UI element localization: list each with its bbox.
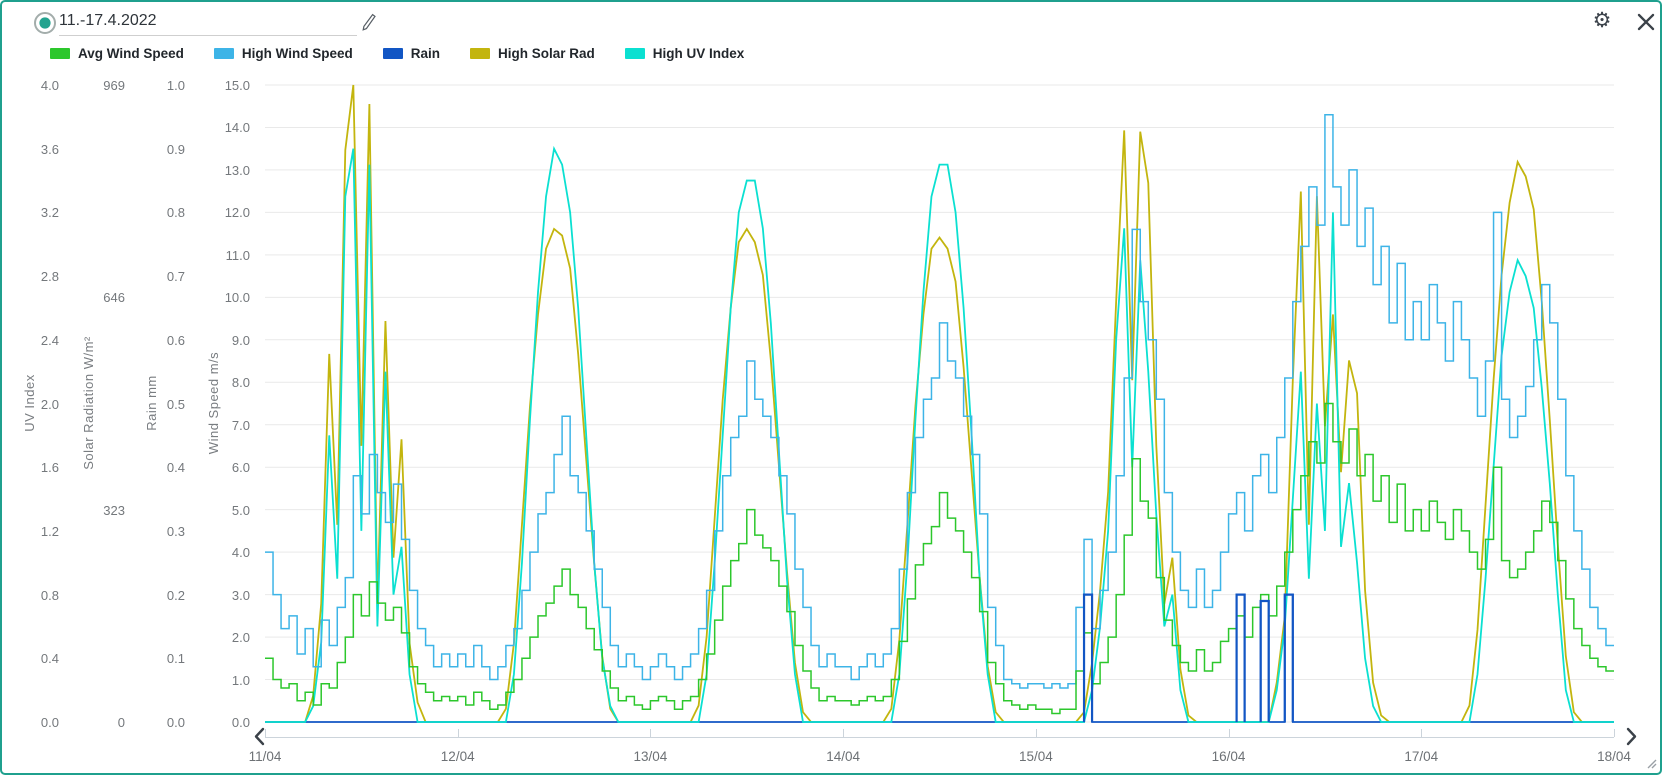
rain-axis-tick-label: 0.4 (166, 460, 185, 476)
solar-axis-tick-label: 969 (103, 78, 125, 93)
x-axis-label: 11/04 (248, 749, 282, 764)
uv-axis-tick-label: 3.2 (40, 205, 59, 221)
wind-axis-tick-label: 10.0 (224, 290, 250, 306)
wind-axis-tick-label: 9.0 (231, 332, 250, 348)
rain-axis-tick-label: 1.0 (166, 78, 185, 93)
legend-swatch (624, 48, 645, 59)
x-axis-tick (265, 729, 266, 737)
x-axis-tick (650, 729, 652, 737)
legend-swatch (382, 48, 403, 59)
solar-axis-tick-label: 646 (103, 290, 125, 306)
wind-axis-tick-label: 15.0 (224, 78, 250, 93)
legend-label: Rain (410, 46, 441, 61)
rain-axis-tick-label: 0.0 (166, 715, 185, 730)
uv-axis-tick-label: 2.8 (40, 269, 59, 285)
wind-axis-tick-label: 13.0 (224, 162, 250, 178)
series-high-uv-index (265, 145, 1614, 723)
legend-swatch (213, 48, 234, 59)
legend-swatch (50, 48, 70, 59)
wind-axis-tick-label: 12.0 (224, 205, 250, 221)
x-axis-label: 16/04 (1211, 749, 1246, 764)
edit-pencil-icon[interactable] (360, 13, 378, 33)
legend-label: Avg Wind Speed (78, 46, 184, 61)
rain-axis-tick-label: 0.3 (166, 523, 185, 539)
series-rain-baseline (265, 593, 1614, 723)
legend-swatch (470, 48, 491, 59)
wind-axis-tick-label: 14.0 (224, 120, 250, 136)
series-high-wind-speed (265, 113, 1614, 689)
solar-axis-tick-label: 323 (103, 502, 125, 518)
x-axis-line (265, 737, 1614, 738)
uv-axis-tick-label: 0.0 (40, 715, 59, 730)
wind-axis-tick-label: 6.0 (231, 460, 250, 476)
x-axis-tick (1421, 729, 1423, 737)
chevron-right-icon[interactable] (1625, 727, 1638, 746)
close-icon[interactable] (1637, 13, 1655, 31)
wind-axis-tick-label: 2.0 (231, 630, 250, 646)
solar-axis-tick-label: 0 (117, 715, 125, 730)
legend-item-avg-wind-speed[interactable]: Avg Wind Speed (50, 46, 184, 61)
wind-axis-tick-label: 3.0 (231, 587, 250, 603)
chart-title-input[interactable] (59, 10, 357, 36)
wind-axis-tick-label: 7.0 (231, 417, 250, 433)
uv-axis-tick-label: 0.4 (40, 651, 59, 667)
chevron-left-icon[interactable] (253, 727, 266, 746)
series-rain-spikes (1082, 593, 1294, 722)
resize-handle[interactable] (1642, 754, 1658, 770)
x-axis-label: 15/04 (1018, 749, 1053, 764)
uv-axis-tick-label: 0.8 (40, 587, 59, 603)
radio-selected-icon[interactable] (33, 11, 57, 35)
wind-axis-tick-label: 8.0 (231, 375, 250, 391)
legend-item-rain[interactable]: Rain (382, 46, 441, 61)
x-axis-tick (457, 729, 459, 737)
uv-axis-tick-label: 1.2 (40, 523, 59, 539)
legend-item-high-solar-rad[interactable]: High Solar Rad (470, 46, 595, 61)
uv-axis-tick-label: 4.0 (40, 78, 59, 93)
uv-axis-tick-label: 2.4 (40, 332, 59, 348)
x-axis-tick (843, 729, 845, 737)
uv-axis-tick-label: 1.6 (40, 460, 59, 476)
legend-label: High UV Index (652, 46, 745, 61)
x-axis-label: 13/04 (633, 749, 668, 764)
rain-axis-tick-label: 0.2 (166, 587, 185, 603)
x-axis-tick (1614, 729, 1615, 737)
series-high-solar-rad (265, 84, 1614, 723)
rain-axis-tick-label: 0.6 (166, 332, 185, 348)
uv-axis-tick-label: 2.0 (40, 396, 59, 412)
legend-item-high-uv-index[interactable]: High UV Index (624, 46, 745, 61)
wind-axis-tick-label: 0.0 (231, 715, 250, 730)
x-axis-tick (1228, 729, 1230, 737)
x-axis-label: 12/04 (440, 749, 475, 764)
wind-axis-tick-label: 11.0 (225, 247, 250, 263)
chart-legend: Avg Wind Speed High Wind Speed Rain High So… (50, 46, 744, 61)
x-axis-label: 17/04 (1404, 749, 1439, 764)
rain-axis-tick-label: 0.8 (166, 205, 185, 221)
x-axis-label: 18/04 (1597, 749, 1631, 764)
series-avg-wind-speed (265, 402, 1614, 715)
wind-axis-tick-label: 4.0 (231, 545, 250, 561)
rain-axis-tick-label: 0.7 (166, 269, 185, 285)
uv-axis-tick-label: 3.6 (40, 141, 59, 157)
rain-axis-tick-label: 0.9 (166, 141, 185, 157)
rain-axis-tick-label: 0.1 (166, 651, 185, 667)
legend-item-high-wind-speed[interactable]: High Wind Speed (213, 46, 353, 61)
x-axis-tick (1035, 729, 1037, 737)
wind-axis-tick-label: 5.0 (231, 502, 250, 518)
x-axis-label: 14/04 (826, 749, 861, 764)
settings-gear-icon[interactable]: ⚙ (1592, 9, 1612, 32)
legend-label: High Wind Speed (241, 46, 353, 61)
wind-axis-tick-label: 1.0 (231, 672, 250, 688)
legend-label: High Solar Rad (498, 46, 595, 61)
rain-axis-tick-label: 0.5 (166, 396, 185, 412)
